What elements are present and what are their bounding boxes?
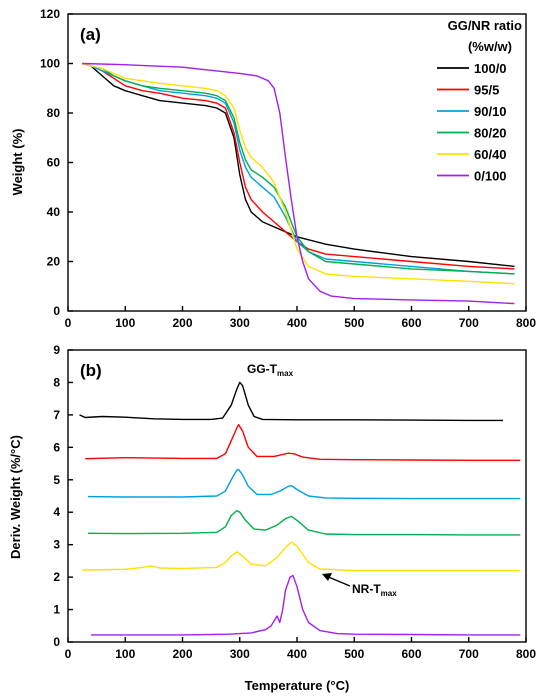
nr-tmax-label: NR-Tmax [352, 582, 397, 598]
panel-a-x-tick-label: 100 [115, 316, 135, 330]
panel-b-plot-frame [67, 349, 527, 643]
panel-a-y-tick-label: 20 [47, 255, 61, 269]
panel-b-y-tick-label: 2 [53, 570, 60, 584]
panel-a-ticks: 0 100 200 300 400 500 600 700 800 0 20 40 60 80 100 120 [40, 7, 536, 330]
legend-label: 100/0 [474, 61, 507, 76]
panel-a-plot-frame [67, 13, 527, 312]
panel-b-series-line-5 [90, 574, 521, 636]
legend-label: 95/5 [474, 83, 499, 98]
panel-a-series-line-4 [82, 62, 515, 285]
panel-b-x-tick-label: 300 [230, 647, 250, 661]
nr-tmax-arrowhead [322, 573, 332, 581]
panel-b-x-tick-label: 100 [115, 647, 135, 661]
panel-b-series-line-2 [87, 468, 521, 500]
legend-title-line2: (%w/w) [468, 39, 512, 54]
panel-a-label: (a) [80, 25, 101, 44]
panel-b-y-tick-label: 8 [53, 375, 60, 389]
panel-b-x-axis-title: Temperature (°C) [245, 678, 350, 693]
legend-items: 100/0 95/5 90/10 80/20 60/40 0/100 [437, 61, 507, 184]
nr-tmax-text: NR-T [352, 582, 381, 596]
panel-a-series-group [82, 62, 515, 305]
panel-a-legend: GG/NR ratio (%w/w) 100/0 95/5 90/10 80/20 60… [437, 18, 522, 184]
panel-b-x-tick-label: 0 [65, 647, 72, 661]
legend-title-line1: GG/NR ratio [448, 18, 522, 33]
panel-a-x-tick-label: 200 [172, 316, 192, 330]
panel-a-y-tick-label: 120 [40, 7, 60, 21]
panel-b-y-tick-label: 5 [53, 473, 60, 487]
legend-label: 80/20 [474, 126, 507, 141]
panel-a-x-tick-label: 800 [516, 316, 536, 330]
panel-a-x-tick-label: 0 [65, 316, 72, 330]
panel-b-x-tick-label: 400 [287, 647, 307, 661]
panel-a-y-tick-label: 40 [47, 205, 61, 219]
panel-a-x-tick-label: 600 [401, 316, 421, 330]
panel-a-x-tick-label: 700 [459, 316, 479, 330]
panel-b-x-tick-label: 700 [459, 647, 479, 661]
panel-a-y-tick-label: 80 [47, 106, 61, 120]
nr-tmax-subscript: max [381, 589, 398, 598]
panel-b-series-line-0 [79, 381, 504, 422]
gg-tmax-annotation: GG-Tmax [247, 362, 294, 378]
panel-a-x-tick-label: 400 [287, 316, 307, 330]
panel-a-y-tick-label: 100 [40, 57, 60, 71]
panel-b-y-axis-title: Deriv. Weight (%/°C) [8, 435, 23, 559]
panel-b-label: (b) [80, 361, 102, 380]
panel-a-series-line-1 [82, 62, 515, 270]
panel-a-weight-chart: 0 100 200 300 400 500 600 700 800 0 20 40 60 80 100 120… [10, 7, 536, 330]
legend-label: 90/10 [474, 104, 507, 119]
panel-a-y-tick-label: 60 [47, 156, 61, 170]
panel-b-x-tick-label: 800 [516, 647, 536, 661]
panel-a-series-line-5 [82, 62, 515, 305]
panel-b-y-tick-label: 9 [53, 343, 60, 357]
panel-b-series-group [79, 381, 521, 636]
panel-b-x-tick-label: 500 [344, 647, 364, 661]
panel-b-x-tick-label: 600 [401, 647, 421, 661]
nr-tmax-arrow [325, 575, 351, 587]
panel-a-y-axis-title: Weight (%) [10, 129, 25, 196]
panel-b-y-tick-label: 4 [53, 505, 60, 519]
panel-b-y-tick-label: 7 [53, 408, 60, 422]
panel-a-series-line-0 [82, 62, 515, 268]
nr-tmax-annotation: NR-Tmax [322, 573, 397, 598]
legend-label: 60/40 [474, 147, 507, 162]
panel-b-series-line-1 [85, 423, 521, 461]
panel-b-x-tick-label: 200 [172, 647, 192, 661]
legend-label: 0/100 [474, 169, 507, 184]
panel-a-x-tick-label: 300 [230, 316, 250, 330]
panel-b-y-tick-label: 0 [53, 635, 60, 649]
panel-b-ticks: 0 100 200 300 400 500 600 700 800 0 1 2 3 4 5 6 7 8 9 [53, 343, 536, 661]
panel-b-series-line-3 [87, 509, 521, 536]
panel-a-series-line-3 [82, 62, 515, 275]
panel-b-series-line-4 [82, 541, 521, 572]
panel-b-y-tick-label: 3 [53, 538, 60, 552]
panel-a-x-tick-label: 500 [344, 316, 364, 330]
gg-tmax-text: GG-T [247, 362, 278, 376]
gg-tmax-subscript: max [277, 369, 294, 378]
panel-b-y-tick-label: 6 [53, 440, 60, 454]
panel-b-y-tick-label: 1 [53, 603, 60, 617]
panel-a-y-tick-label: 0 [53, 304, 60, 318]
